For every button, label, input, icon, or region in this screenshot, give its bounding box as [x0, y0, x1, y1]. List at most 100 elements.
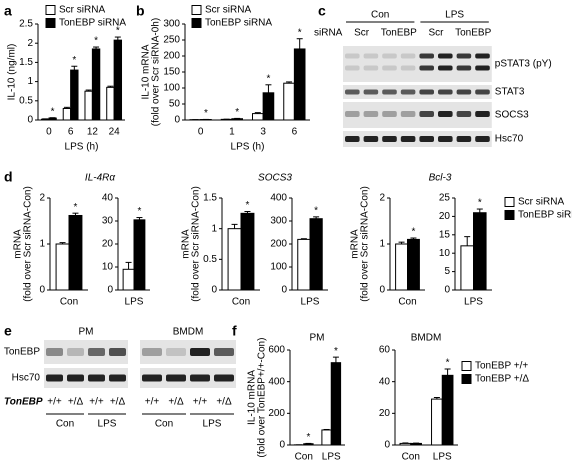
blot-band [400, 65, 416, 71]
bar [399, 442, 412, 446]
blot-band [67, 374, 84, 382]
y-tick-label: 0 [279, 440, 285, 451]
y-tick-label: 1 [211, 223, 217, 234]
genotype: +/+ [47, 397, 62, 408]
significance: * [334, 346, 338, 357]
significance: * [478, 198, 482, 209]
bar [293, 48, 306, 121]
blot-band [438, 89, 453, 95]
y-tick-label: 30 [102, 216, 114, 227]
bar [441, 374, 454, 446]
blot-band [214, 348, 234, 356]
subplot-title: IL-4Rα [85, 173, 115, 184]
bar [252, 113, 264, 121]
x-tick-label: 12 [87, 127, 99, 138]
blot-band [475, 89, 490, 95]
blot-group: BMDM [173, 327, 204, 338]
legend-swatch [45, 5, 56, 15]
blot-background [343, 85, 492, 99]
y-tick-label: 20 [439, 211, 451, 222]
blot-band [142, 348, 162, 356]
bar [297, 238, 311, 291]
y-tick-label: 0 [281, 285, 287, 296]
bar [68, 214, 83, 291]
y-tick-label: 300 [270, 216, 287, 227]
y-tick-label: 250 [163, 35, 180, 46]
blot-band [400, 53, 416, 59]
x-tick-label: Con [398, 297, 416, 308]
legend-swatch [461, 374, 472, 384]
blot-group: PM [79, 327, 94, 338]
genotype: +/Δ [110, 397, 126, 408]
blot-band [382, 89, 397, 95]
subplot-title: PM [310, 333, 325, 344]
y-axis-label: mRNA [13, 229, 24, 259]
bar [133, 219, 146, 291]
y-axis-label: (fold over Scr siRNA-Con) [191, 186, 202, 302]
x-tick-label: LPS [464, 297, 483, 308]
y-tick-label: 0 [444, 285, 450, 296]
bar [410, 442, 422, 446]
genotype-label: TonEBP [4, 397, 43, 408]
condition-label: Con [56, 419, 74, 430]
blot-band [345, 53, 360, 59]
blot-background [44, 368, 128, 388]
genotype: +/+ [193, 397, 208, 408]
blot-band [142, 374, 162, 382]
y-tick-label: 2 [27, 38, 33, 49]
x-tick-label: 6 [68, 127, 74, 138]
genotype: +/Δ [216, 397, 232, 408]
blot-row-label: siRNA [314, 28, 343, 39]
y-tick-label: 20 [379, 408, 391, 419]
y-tick-label: 2 [39, 193, 45, 204]
y-axis-label: (fold over Scr siRNA-Con) [23, 186, 34, 302]
legend-label: Scr siRNA [59, 5, 105, 16]
genotype: +/Δ [168, 397, 184, 408]
subplot-title: Bcl-3 [429, 173, 452, 184]
blot-band [166, 348, 186, 356]
legend-label: Scr siRNA [518, 197, 564, 208]
y-tick-label: 5 [444, 266, 450, 277]
x-axis-label: LPS (h) [231, 142, 265, 153]
y-axis-label: (fold over Scr siRNA-0h) [151, 18, 162, 126]
blot-band [475, 65, 490, 71]
legend-label: TonEBP +/Δ [475, 374, 529, 385]
significance: * [51, 106, 55, 117]
y-axis-label: (fold over Scr siRNA-Con) [360, 186, 371, 302]
y-tick-label: 1.5 [19, 57, 33, 68]
bar [303, 443, 314, 446]
bar [240, 212, 255, 291]
y-axis-label: (fold over TonEBP+/+-Con) [257, 338, 268, 458]
y-tick-label: 0 [174, 115, 180, 126]
bar [113, 39, 123, 121]
blot-band [363, 53, 379, 59]
y-tick-label: 2 [379, 193, 385, 204]
y-tick-label: 40 [379, 376, 391, 387]
blot-band [46, 348, 63, 356]
y-tick-label: 1 [27, 76, 33, 87]
y-axis-label: IL-10 (ng/ml) [7, 44, 18, 101]
legend-label: TonEBP siRNA [59, 18, 126, 29]
significance: * [204, 108, 208, 119]
y-tick-label: 0 [379, 285, 385, 296]
y-axis-label: mRNA [181, 229, 192, 259]
y-tick-label: 0 [211, 285, 217, 296]
significance: * [246, 200, 250, 211]
significance: * [306, 432, 310, 443]
bar [283, 82, 295, 121]
blot-band [475, 111, 490, 117]
x-tick-label: Con [232, 297, 250, 308]
bar [407, 238, 420, 291]
blot-band [456, 53, 472, 59]
x-tick-label: LPS [301, 297, 320, 308]
condition-label: Con [155, 419, 173, 430]
blot-band [438, 136, 453, 142]
blot-band [109, 374, 126, 382]
bar [262, 92, 275, 121]
y-tick-label: 1.5 [203, 193, 217, 204]
legend-swatch [504, 210, 515, 220]
legend-swatch [191, 5, 202, 15]
blot-background [140, 368, 236, 388]
y-tick-label: 50 [169, 99, 181, 110]
